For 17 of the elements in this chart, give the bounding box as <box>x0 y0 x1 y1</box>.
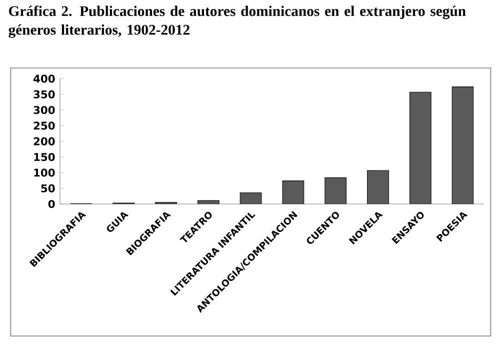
y-tick-label: 350 <box>34 90 55 98</box>
y-tick-label: 50 <box>41 184 55 192</box>
bar <box>452 86 474 204</box>
bar <box>197 200 220 204</box>
y-tick-label: 100 <box>34 168 55 177</box>
y-tick-label: 0 <box>48 200 55 208</box>
bar <box>240 192 262 204</box>
y-tick-label: 200 <box>34 137 55 146</box>
bar <box>367 170 389 204</box>
y-tick-label: 250 <box>34 122 55 130</box>
chart-title: Gráfica 2. Publicaciones de autores dominicanos en el extranjero según géneros literarios, 1902-2012 <box>8 6 466 38</box>
y-tick-label: 400 <box>34 74 55 83</box>
bar <box>282 180 304 204</box>
bar <box>324 177 347 204</box>
y-tick-label: 300 <box>34 106 55 114</box>
y-tick-label: 150 <box>34 152 55 162</box>
bar <box>409 92 432 204</box>
